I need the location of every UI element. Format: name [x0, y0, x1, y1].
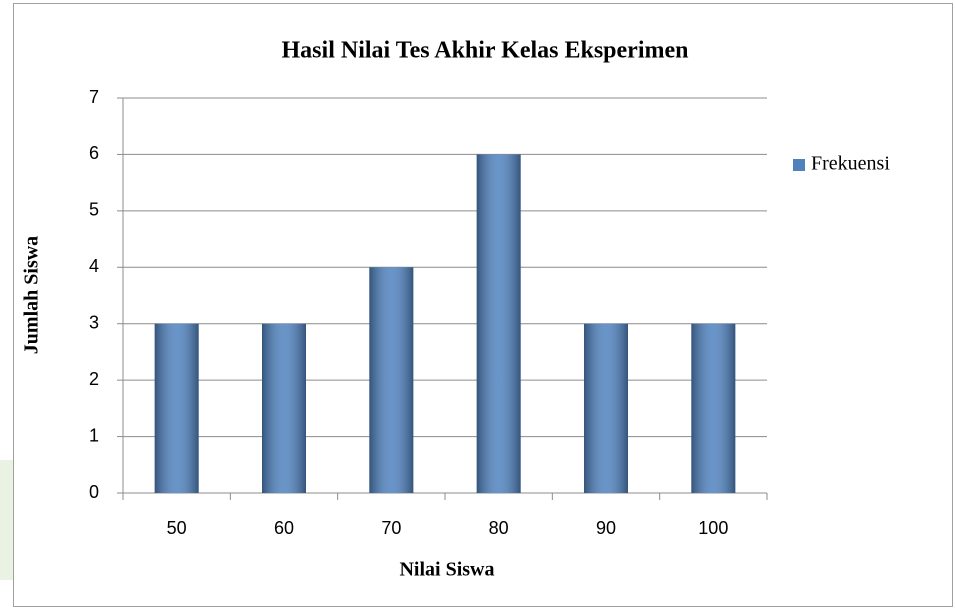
y-tick-label: 2 [89, 369, 99, 389]
legend-swatch [793, 159, 805, 171]
x-tick-label: 70 [381, 518, 401, 538]
bar-shine [262, 323, 306, 493]
y-tick-label: 1 [89, 425, 99, 445]
x-tick-label: 60 [274, 518, 294, 538]
bar-shine [476, 154, 521, 493]
bar-shine [584, 323, 628, 493]
x-tick-label: 100 [698, 518, 728, 538]
y-tick-label: 6 [89, 143, 99, 163]
x-tick-label: 80 [489, 518, 509, 538]
x-tick-label: 50 [167, 518, 187, 538]
bar-shine [369, 267, 414, 493]
y-axis-title: Jumlah Siswa [21, 236, 43, 354]
chart-frame [13, 3, 953, 607]
legend-label: Frekuensi [811, 153, 890, 175]
bar-shine [691, 323, 736, 493]
y-tick-label: 4 [89, 256, 99, 276]
y-tick-label: 5 [89, 200, 99, 220]
x-axis-title: Nilai Siswa [399, 559, 494, 581]
y-tick-label: 0 [89, 482, 99, 502]
chart-title: Hasil Nilai Tes Akhir Kelas Eksperimen [282, 38, 689, 64]
side-strip [0, 460, 14, 580]
y-tick-label: 7 [89, 87, 99, 107]
bar-shine [154, 323, 199, 493]
x-tick-label: 90 [596, 518, 616, 538]
y-tick-label: 3 [89, 312, 99, 332]
